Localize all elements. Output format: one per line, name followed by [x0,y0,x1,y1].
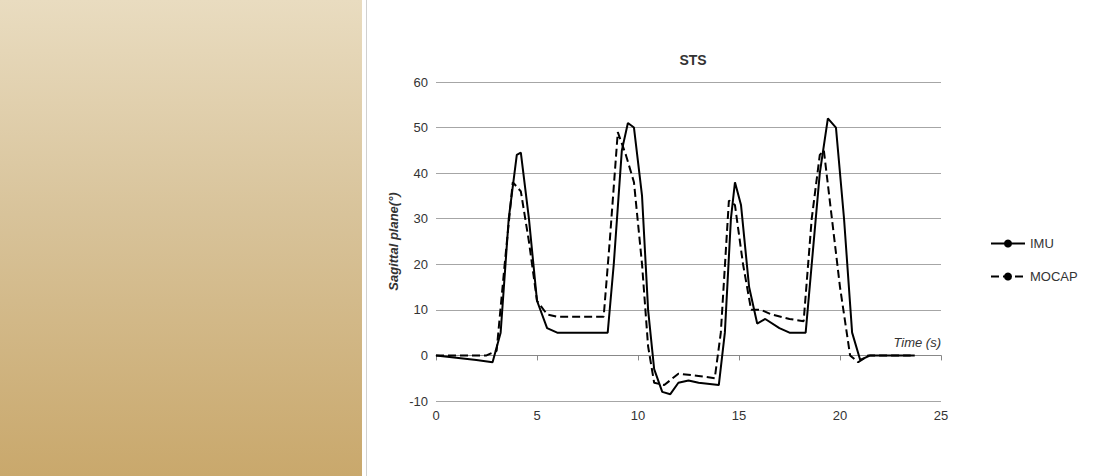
svg-text:STS: STS [679,52,706,68]
svg-text:IMU: IMU [1030,236,1054,251]
svg-text:20: 20 [833,408,847,423]
svg-text:25: 25 [934,408,948,423]
svg-text:40: 40 [414,166,428,181]
svg-text:60: 60 [414,75,428,90]
svg-text:Time (s): Time (s) [893,335,941,350]
svg-text:50: 50 [414,120,428,135]
svg-text:Sagittal plane(°): Sagittal plane(°) [386,192,401,290]
svg-text:0: 0 [421,348,428,363]
svg-text:0: 0 [432,408,439,423]
svg-text:15: 15 [732,408,746,423]
svg-text:5: 5 [533,408,540,423]
svg-text:20: 20 [414,257,428,272]
svg-text:30: 30 [414,211,428,226]
svg-text:MOCAP: MOCAP [1030,269,1078,284]
svg-text:-10: -10 [409,394,428,409]
svg-text:10: 10 [414,302,428,317]
svg-text:10: 10 [631,408,645,423]
